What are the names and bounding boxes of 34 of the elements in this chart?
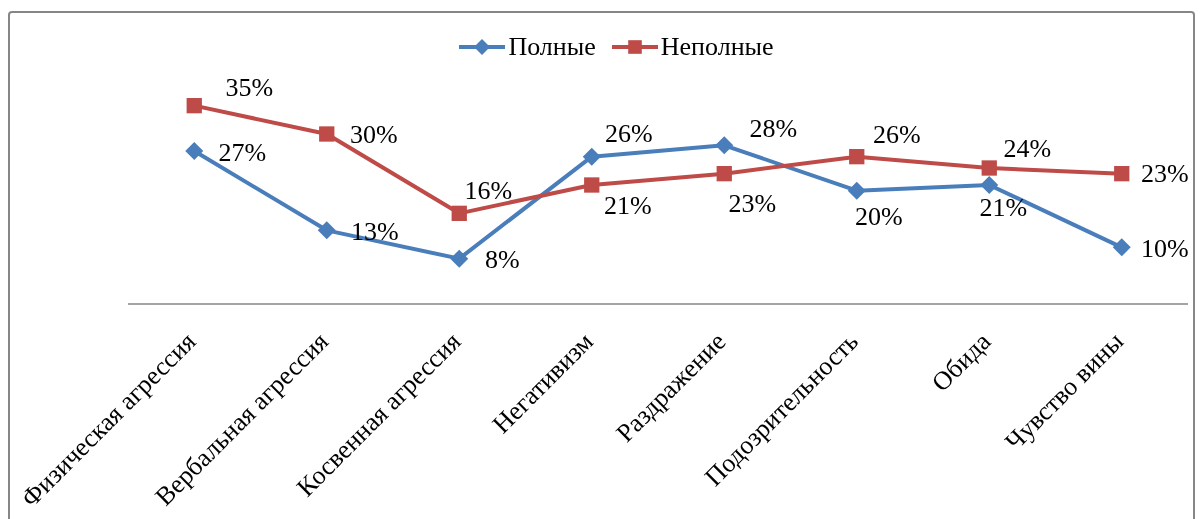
- point: [980, 176, 999, 194]
- point: [1112, 238, 1131, 257]
- data-label: 26%: [604, 119, 653, 149]
- data-label: 10%: [1140, 233, 1189, 263]
- data-label: 30%: [349, 119, 398, 149]
- data-label: 16%: [464, 175, 513, 205]
- data-label: 21%: [603, 190, 652, 220]
- data-label: 23%: [728, 189, 777, 219]
- point: [450, 249, 469, 268]
- point: [716, 166, 732, 182]
- data-label: 24%: [1003, 133, 1052, 163]
- point: [1114, 166, 1130, 182]
- point: [185, 142, 204, 160]
- point: [584, 177, 600, 193]
- data-label: 21%: [979, 192, 1028, 222]
- data-label: 13%: [350, 216, 399, 246]
- point: [451, 205, 467, 221]
- point: [186, 98, 202, 114]
- point: [317, 221, 336, 240]
- data-label: 26%: [872, 120, 921, 150]
- legend-label: Неполные: [660, 32, 774, 62]
- data-label: 27%: [218, 137, 267, 167]
- point: [582, 147, 601, 166]
- point: [981, 160, 997, 176]
- point: [847, 181, 866, 200]
- data-label: 20%: [854, 202, 903, 232]
- point: [715, 136, 734, 155]
- point: [319, 126, 335, 142]
- data-label: 23%: [1140, 159, 1189, 189]
- data-label: 28%: [749, 113, 798, 143]
- data-label: 8%: [484, 245, 520, 275]
- point: [849, 149, 865, 165]
- legend-label: Полные: [508, 32, 596, 62]
- data-label: 35%: [225, 73, 274, 103]
